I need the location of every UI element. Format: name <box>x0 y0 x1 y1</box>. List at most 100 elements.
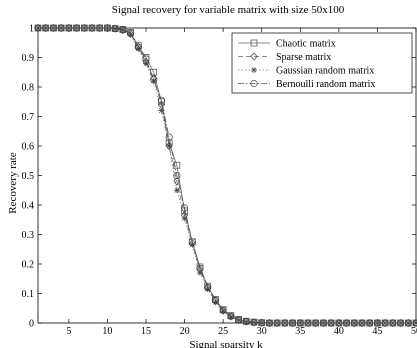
series-1-point-17 <box>165 141 173 151</box>
series-1-point-34 <box>296 318 304 328</box>
series-2-point-1 <box>42 25 49 31</box>
series-3-point-5 <box>73 24 81 32</box>
legend-marker-3 <box>250 79 258 88</box>
series-3-point-8 <box>96 24 104 32</box>
series-1-point-36 <box>312 318 320 328</box>
series-1-point-35 <box>304 318 312 328</box>
series-2-point-15 <box>150 78 157 85</box>
y-tick-label-9: 0.9 <box>22 53 35 64</box>
series-3-point-29 <box>258 319 266 327</box>
series-2-point-16 <box>158 107 165 114</box>
series-1-point-47 <box>397 318 405 328</box>
series-2-point-22 <box>204 286 211 293</box>
series-0-point-18 <box>173 161 181 169</box>
series-1-point-5 <box>73 23 81 33</box>
series-1-point-40 <box>343 318 351 328</box>
series-2-point-21 <box>197 269 203 276</box>
legend-label-1: Sparse matrix <box>276 52 331 63</box>
series-3-point-33 <box>289 319 297 327</box>
y-tick-label-7: 0.7 <box>22 112 35 123</box>
series-1-point-42 <box>358 318 366 328</box>
series-3-point-40 <box>343 319 351 327</box>
series-3-point-11 <box>119 25 127 34</box>
series-1-point-10 <box>111 24 119 33</box>
y-tick-label-8: 0.8 <box>22 83 35 94</box>
x-tick-label-8: 45 <box>372 326 382 337</box>
y-tick-label-1: 0.1 <box>22 289 35 300</box>
series-1-point-49 <box>412 318 417 328</box>
x-tick-label-6: 35 <box>295 326 305 337</box>
series-3-point-14 <box>142 55 150 63</box>
legend: Chaotic matrix Sparse matrix Gaussian rand… <box>231 32 413 94</box>
x-tick-label-3: 20 <box>180 326 190 337</box>
series-1-point-18 <box>173 177 181 186</box>
x-axis-label: Signal sparsity k <box>189 339 263 348</box>
series-3-point-28 <box>250 318 258 326</box>
legend-label-3: Bernoulli random matrix <box>276 79 375 90</box>
series-3-point-35 <box>304 319 312 327</box>
series-1-point-38 <box>327 318 335 328</box>
series-1-point-43 <box>366 318 374 328</box>
series-1-point-39 <box>335 318 343 328</box>
x-tick-label-2: 15 <box>141 326 151 337</box>
series-3-point-36 <box>312 319 320 327</box>
series-3-point-39 <box>335 319 343 327</box>
series-3 <box>34 24 417 327</box>
series-1-point-3 <box>57 23 65 33</box>
y-tick-label-0: 0 <box>29 319 34 330</box>
series-3-point-46 <box>389 319 397 327</box>
series-3-point-44 <box>373 319 381 327</box>
series-1-point-44 <box>373 318 381 328</box>
x-tick-label-1: 10 <box>102 326 112 337</box>
series-1-point-7 <box>88 23 96 33</box>
series-2-point-17 <box>166 143 173 149</box>
series-1-point-33 <box>289 318 297 328</box>
series-3-point-38 <box>327 319 335 327</box>
series-2-point-13 <box>135 45 142 52</box>
series-3-point-20 <box>188 238 196 246</box>
series-1-point-0 <box>34 23 42 33</box>
series-3-point-16 <box>157 96 165 104</box>
series-1-point-32 <box>281 318 289 328</box>
series-3-point-0 <box>34 24 42 32</box>
series-3-point-41 <box>350 319 358 327</box>
series-1-point-37 <box>319 318 327 328</box>
series-1-point-45 <box>381 318 389 328</box>
series-3-point-27 <box>242 317 250 326</box>
series-2-point-4 <box>65 25 72 31</box>
series-3-point-32 <box>281 319 289 327</box>
series-3-point-25 <box>227 312 235 320</box>
series-3-point-48 <box>404 319 412 327</box>
series-2-point-14 <box>143 60 149 67</box>
series-1-point-27 <box>242 317 250 326</box>
series-3-point-7 <box>88 24 96 32</box>
x-tick-label-9: 50 <box>411 326 417 337</box>
x-tick-label-0: 5 <box>66 326 71 337</box>
series-1-point-30 <box>265 318 273 328</box>
series-3-point-43 <box>366 319 374 327</box>
series-3-point-1 <box>42 24 50 32</box>
series-3-point-37 <box>319 319 327 327</box>
legend-label-0: Chaotic matrix <box>276 39 336 50</box>
series-line-2 <box>38 27 416 324</box>
series-3-point-18 <box>173 171 181 180</box>
series-2-point-23 <box>212 299 219 306</box>
y-tick-label-2: 0.2 <box>22 260 35 271</box>
chart-title: Signal recovery for variable matrix with… <box>112 4 345 16</box>
series-2-point-18 <box>173 187 180 194</box>
series-3-point-30 <box>265 319 273 327</box>
series-1-point-46 <box>389 318 397 328</box>
series-3-point-22 <box>204 284 212 292</box>
legend-marker-2 <box>251 67 257 73</box>
series-1-point-8 <box>96 23 104 33</box>
series-3-point-15 <box>150 76 158 84</box>
series-1-point-1 <box>42 23 50 33</box>
legend-marker-0 <box>250 39 258 47</box>
series-3-point-26 <box>235 316 243 324</box>
series-3-point-10 <box>111 25 119 33</box>
x-tick-label-7: 40 <box>334 326 344 337</box>
series-3-point-2 <box>49 24 57 32</box>
series-3-point-9 <box>103 24 111 32</box>
series-2-point-19 <box>181 215 188 222</box>
